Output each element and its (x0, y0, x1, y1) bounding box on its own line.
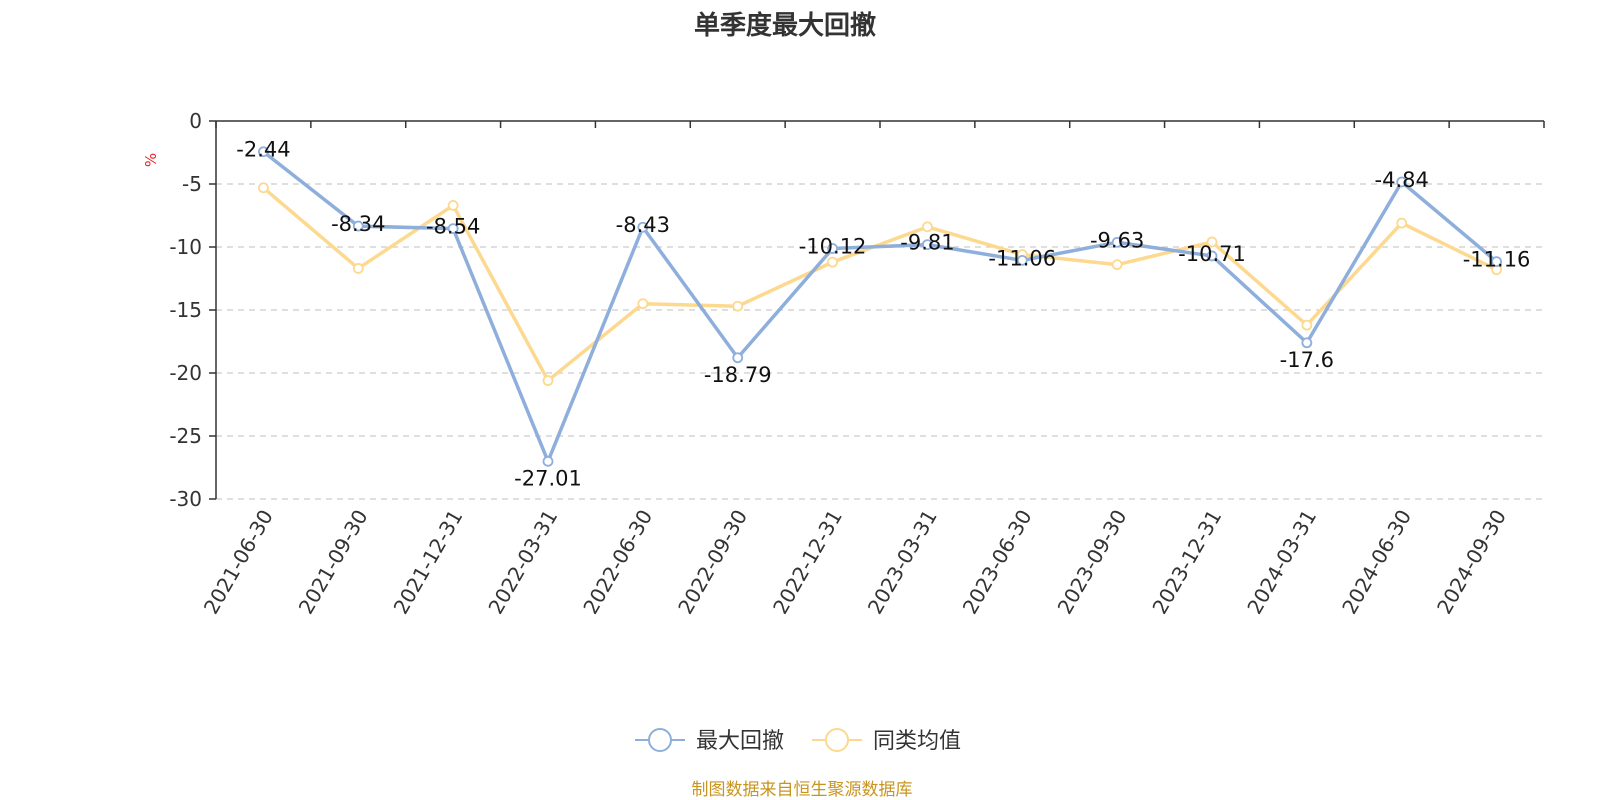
data-point (637, 221, 649, 233)
data-point (1491, 256, 1502, 268)
data-point (827, 243, 838, 254)
data-label: -11.16 (1463, 248, 1531, 272)
data-point (1206, 236, 1218, 248)
legend-label: 同类均值 (873, 729, 961, 754)
data-label: -10.12 (799, 235, 867, 259)
x-tick-label: 2021-09-30 (294, 506, 373, 619)
x-tick-label: 2024-06-30 (1337, 506, 1416, 619)
source-note: 制图数据来自恒生聚源数据库 (692, 780, 913, 800)
data-point (827, 256, 838, 268)
legend: 最大回撤 同类均值 (635, 728, 961, 754)
y-tick-label: -25 (169, 424, 202, 448)
chart-title: 单季度最大回撤 (694, 10, 876, 41)
y-tick-label: -20 (169, 361, 202, 385)
data-point (1396, 176, 1408, 188)
series-group (258, 146, 1502, 467)
axes (209, 120, 1545, 500)
data-point (1396, 217, 1408, 229)
x-tick-label: 2023-09-30 (1053, 506, 1132, 619)
data-point (258, 146, 269, 158)
data-label: -8.43 (616, 213, 670, 237)
data-point (1206, 250, 1218, 262)
y-axis-unit: % (142, 153, 160, 167)
data-label: -10.71 (1178, 242, 1246, 266)
data-point (542, 375, 554, 386)
data-point (352, 263, 364, 274)
x-tick-label: 2021-06-30 (199, 506, 278, 619)
legend-marker (648, 728, 672, 752)
data-label: -27.01 (514, 466, 582, 490)
data-point (542, 455, 554, 467)
x-tick-label: 2022-09-30 (673, 506, 752, 619)
data-label: -8.34 (331, 212, 385, 236)
data-point (637, 298, 649, 310)
x-tick-label: 2021-12-31 (389, 506, 468, 619)
x-tick-label: 2022-06-30 (578, 506, 657, 619)
x-tick-label: 2023-06-30 (958, 506, 1037, 619)
x-tick-label: 2023-12-31 (1147, 506, 1226, 619)
data-label: -9.63 (1090, 228, 1144, 252)
data-point (1016, 254, 1028, 266)
data-label: -4.84 (1375, 168, 1429, 192)
y-tick-label: -15 (169, 298, 202, 322)
y-tick-labels: 0 -5 -10 -15 -20 -25 -30 (169, 109, 202, 511)
x-tick-label: 2022-03-31 (483, 506, 562, 619)
x-tick-label: 2024-09-30 (1432, 506, 1511, 619)
x-tick-label: 2022-12-31 (768, 506, 847, 619)
data-point (732, 352, 744, 364)
data-point (1301, 337, 1313, 349)
data-point (447, 223, 459, 235)
legend-label: 最大回撤 (696, 729, 784, 754)
y-tick-label: -5 (182, 172, 202, 196)
data-point (922, 221, 933, 233)
data-point (1301, 319, 1313, 331)
data-label: -18.79 (704, 363, 772, 387)
y-tick-label: 0 (189, 109, 202, 133)
y-tick-label: -10 (169, 235, 202, 259)
x-tick-label: 2023-03-31 (863, 506, 942, 619)
data-label: -8.54 (426, 215, 480, 239)
data-label: -17.6 (1280, 348, 1334, 372)
data-point (447, 200, 459, 211)
data-point (1111, 236, 1123, 248)
data-point (258, 182, 269, 194)
data-label: -9.81 (900, 231, 954, 255)
data-point (352, 220, 364, 232)
data-labels: -2.44 -8.34 -8.54 -27.01 -8.43 -18.79 -10.12 -9… (236, 138, 1530, 491)
data-point (1111, 259, 1123, 271)
x-tick-label: 2024-03-31 (1242, 506, 1321, 619)
x-tick-labels: 2021-06-30 2021-09-30 2021-12-31 2022-03-31… (199, 506, 1511, 619)
series-line (262, 186, 1498, 383)
data-point (922, 239, 933, 251)
y-tick-label: -30 (169, 487, 202, 511)
data-label: -11.06 (988, 246, 1056, 270)
legend-marker (825, 728, 849, 752)
data-label: -2.44 (236, 138, 290, 162)
data-point (732, 300, 744, 312)
series-line (262, 150, 1498, 464)
